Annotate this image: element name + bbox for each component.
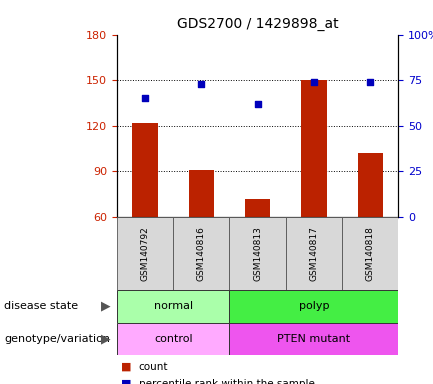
Bar [173, 217, 229, 290]
Text: ▶: ▶ [101, 333, 111, 345]
Point [198, 81, 205, 87]
Bar [301, 80, 326, 217]
Bar [189, 170, 214, 217]
Point [254, 101, 261, 107]
Text: GSM140817: GSM140817 [310, 226, 318, 281]
Text: control: control [154, 334, 193, 344]
Bar [229, 290, 398, 323]
Point [142, 95, 149, 101]
Point [310, 79, 317, 85]
Text: count: count [139, 362, 168, 372]
Text: PTEN mutant: PTEN mutant [278, 334, 350, 344]
Bar [245, 199, 270, 217]
Text: disease state: disease state [4, 301, 78, 311]
Text: genotype/variation: genotype/variation [4, 334, 110, 344]
Bar [132, 123, 158, 217]
Bar [229, 217, 286, 290]
Text: percentile rank within the sample: percentile rank within the sample [139, 379, 314, 384]
Point [367, 79, 374, 85]
Text: ■: ■ [121, 362, 132, 372]
Text: polyp: polyp [299, 301, 329, 311]
Title: GDS2700 / 1429898_at: GDS2700 / 1429898_at [177, 17, 339, 31]
Text: ■: ■ [121, 379, 132, 384]
Text: GSM140816: GSM140816 [197, 226, 206, 281]
Text: GSM140792: GSM140792 [141, 226, 149, 281]
Text: ▶: ▶ [101, 300, 111, 313]
Bar [358, 153, 383, 217]
Text: GSM140818: GSM140818 [366, 226, 375, 281]
Bar [117, 290, 229, 323]
Bar [117, 217, 173, 290]
Text: GSM140813: GSM140813 [253, 226, 262, 281]
Bar [229, 323, 398, 355]
Bar [342, 217, 398, 290]
Bar [117, 323, 229, 355]
Text: normal: normal [154, 301, 193, 311]
Bar [286, 217, 342, 290]
